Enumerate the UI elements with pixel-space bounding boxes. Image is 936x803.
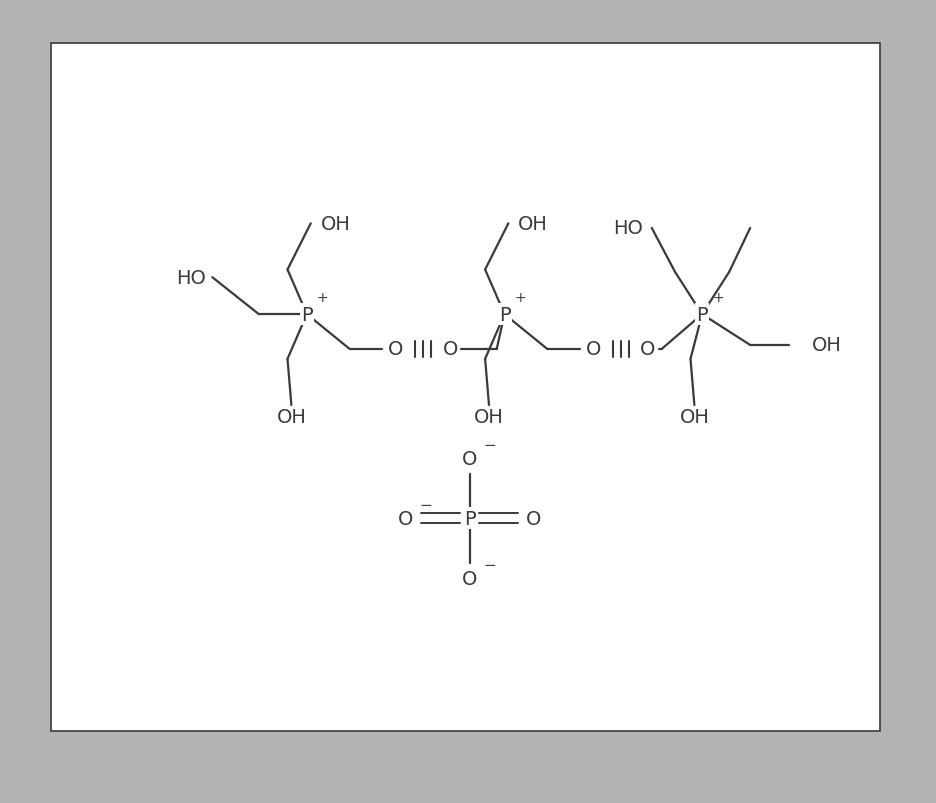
Text: OH: OH — [519, 214, 548, 234]
Text: P: P — [499, 305, 510, 324]
Text: OH: OH — [680, 408, 709, 426]
Text: O: O — [388, 340, 403, 359]
Text: −: − — [484, 438, 496, 452]
Text: P: P — [464, 509, 475, 528]
Text: O: O — [526, 509, 542, 528]
Text: −: − — [419, 497, 432, 512]
Text: P: P — [301, 305, 313, 324]
Text: +: + — [712, 291, 724, 305]
Text: O: O — [443, 340, 458, 359]
Text: OH: OH — [812, 336, 842, 355]
Text: OH: OH — [276, 408, 306, 426]
Text: HO: HO — [614, 219, 643, 238]
Text: HO: HO — [176, 268, 206, 287]
Text: +: + — [515, 291, 526, 305]
Text: O: O — [398, 509, 413, 528]
Text: −: − — [484, 557, 496, 573]
Text: OH: OH — [474, 408, 504, 426]
Text: OH: OH — [321, 214, 350, 234]
Text: O: O — [586, 340, 601, 359]
Text: O: O — [640, 340, 655, 359]
Text: P: P — [696, 305, 708, 324]
Text: O: O — [462, 569, 477, 588]
Text: +: + — [317, 291, 329, 305]
Text: O: O — [462, 449, 477, 468]
